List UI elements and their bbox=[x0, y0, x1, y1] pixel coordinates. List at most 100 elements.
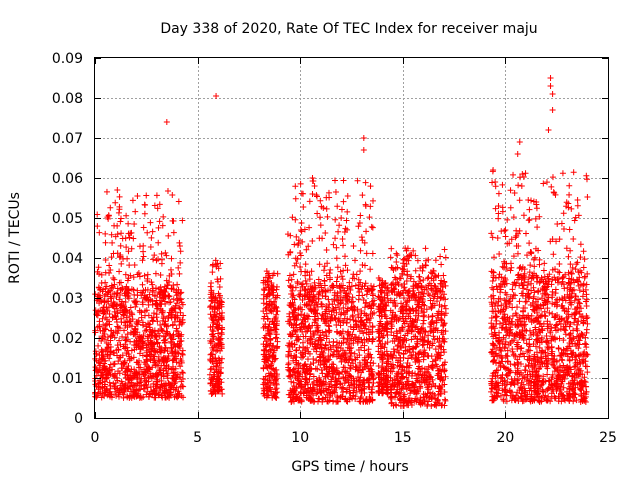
data-point bbox=[144, 278, 151, 285]
data-point bbox=[544, 291, 551, 298]
data-point bbox=[322, 293, 329, 300]
data-point bbox=[384, 292, 391, 299]
data-point bbox=[132, 299, 139, 306]
data-point bbox=[117, 286, 124, 293]
data-point bbox=[160, 213, 167, 220]
data-point bbox=[319, 370, 326, 377]
data-point bbox=[348, 373, 355, 380]
data-point bbox=[346, 332, 353, 339]
data-point bbox=[528, 197, 535, 204]
data-point bbox=[540, 373, 547, 380]
data-point bbox=[313, 348, 320, 355]
data-point bbox=[359, 192, 366, 199]
data-point bbox=[317, 387, 324, 394]
data-point bbox=[333, 244, 340, 251]
data-point bbox=[179, 375, 186, 382]
data-point bbox=[302, 277, 309, 284]
data-point bbox=[268, 346, 275, 353]
data-point bbox=[286, 272, 293, 279]
data-point bbox=[358, 394, 365, 400]
data-point bbox=[116, 206, 123, 213]
data-point bbox=[566, 226, 573, 233]
data-point bbox=[103, 346, 110, 353]
data-point bbox=[540, 180, 547, 187]
data-point bbox=[429, 364, 436, 371]
data-point bbox=[572, 310, 579, 317]
data-point bbox=[328, 378, 335, 385]
data-point bbox=[117, 253, 124, 260]
data-point bbox=[540, 379, 547, 386]
data-point bbox=[441, 246, 448, 253]
data-point bbox=[163, 330, 170, 337]
data-point bbox=[493, 317, 500, 324]
data-point bbox=[441, 338, 448, 345]
data-point bbox=[512, 310, 519, 317]
data-point bbox=[363, 397, 370, 404]
data-point bbox=[149, 228, 156, 235]
data-point bbox=[514, 304, 521, 311]
data-point bbox=[173, 374, 180, 381]
data-point bbox=[216, 283, 223, 290]
data-point bbox=[513, 232, 520, 239]
data-point bbox=[151, 252, 158, 259]
data-point bbox=[330, 338, 337, 345]
data-point bbox=[428, 321, 435, 328]
data-point bbox=[388, 245, 395, 252]
data-point bbox=[361, 262, 368, 269]
data-point bbox=[327, 352, 334, 359]
data-point bbox=[154, 205, 161, 212]
data-point bbox=[440, 346, 447, 353]
data-point bbox=[414, 377, 421, 384]
data-point bbox=[265, 323, 272, 330]
data-point bbox=[577, 360, 584, 367]
data-point bbox=[490, 274, 497, 281]
data-point bbox=[421, 398, 428, 405]
data-point bbox=[292, 255, 299, 262]
data-point bbox=[577, 241, 584, 248]
data-point bbox=[519, 326, 526, 333]
data-point bbox=[179, 347, 186, 354]
data-point bbox=[554, 221, 561, 228]
data-point bbox=[291, 341, 298, 348]
data-point bbox=[326, 383, 333, 390]
data-point bbox=[340, 374, 347, 381]
data-point bbox=[301, 361, 308, 368]
data-point bbox=[570, 169, 577, 176]
data-point bbox=[527, 327, 534, 334]
data-point bbox=[509, 379, 516, 386]
data-point bbox=[516, 265, 523, 272]
data-point bbox=[103, 375, 110, 382]
data-point bbox=[400, 350, 407, 357]
data-point bbox=[507, 187, 514, 194]
data-point bbox=[395, 281, 402, 288]
data-point bbox=[155, 328, 162, 335]
data-point bbox=[143, 327, 150, 334]
data-point bbox=[579, 293, 586, 300]
data-point bbox=[537, 313, 544, 320]
data-point bbox=[153, 297, 160, 304]
data-point bbox=[174, 371, 181, 378]
data-point bbox=[521, 353, 528, 360]
data-point bbox=[544, 305, 551, 312]
data-point bbox=[340, 242, 347, 249]
data-point bbox=[324, 398, 331, 405]
data-point bbox=[264, 278, 271, 285]
data-point bbox=[267, 347, 274, 354]
data-point bbox=[361, 304, 368, 311]
data-point bbox=[392, 265, 399, 272]
data-point bbox=[109, 366, 116, 373]
data-point bbox=[130, 235, 137, 242]
data-point bbox=[532, 326, 539, 333]
data-point bbox=[499, 204, 506, 211]
data-point bbox=[507, 339, 514, 346]
data-point bbox=[521, 318, 528, 325]
data-point bbox=[388, 399, 395, 406]
data-point bbox=[338, 273, 345, 280]
data-point bbox=[366, 319, 373, 326]
data-point bbox=[291, 327, 298, 334]
data-point bbox=[149, 318, 156, 325]
data-point bbox=[292, 313, 299, 320]
data-point bbox=[156, 201, 163, 208]
data-point bbox=[136, 335, 143, 342]
